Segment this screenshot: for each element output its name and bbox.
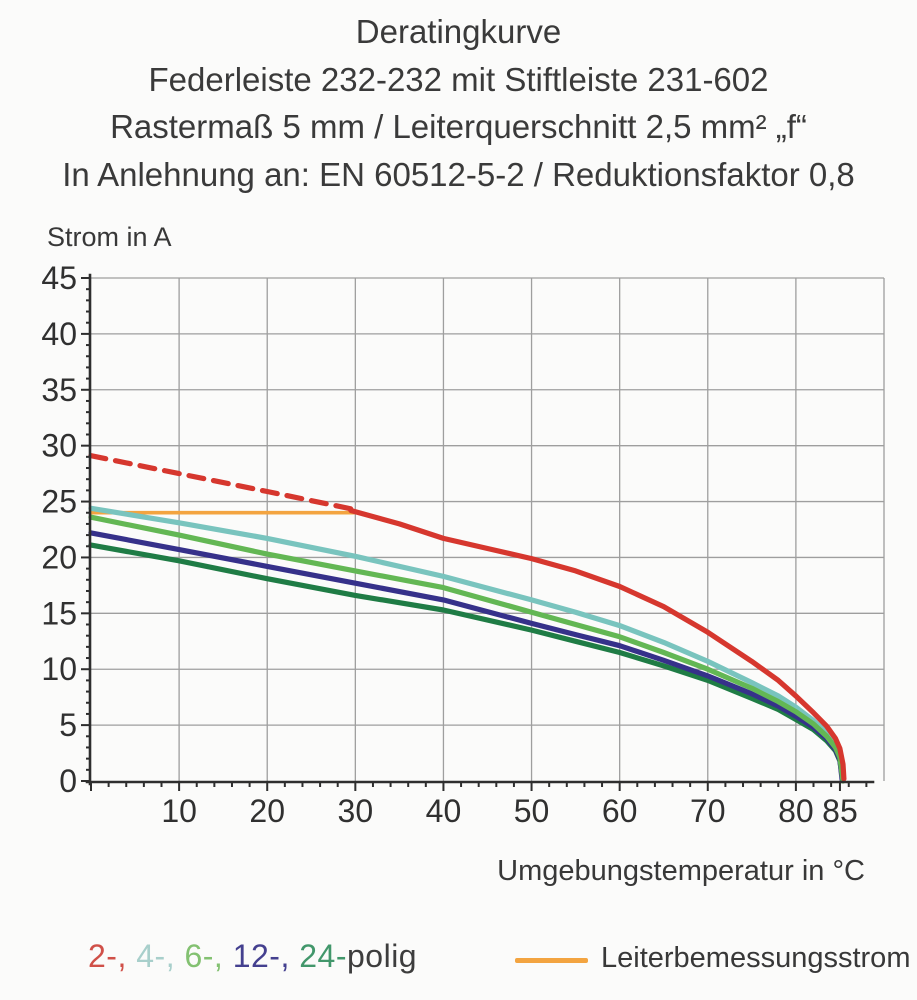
chart-title: Deratingkurve — [355, 13, 562, 50]
poles-legend-segment: 12-, — [223, 938, 290, 974]
x-tick-label: 50 — [514, 793, 550, 829]
rated-current-line-swatch — [515, 958, 588, 963]
y-axis-label: Strom in A — [47, 222, 172, 252]
y-tick-label: 35 — [41, 372, 77, 408]
y-tick-label: 20 — [41, 539, 77, 575]
chart-ticks — [81, 277, 868, 791]
chart-curves — [88, 453, 847, 784]
y-tick-label: 45 — [41, 260, 77, 296]
x-axis-label: Umgebungstemperatur in °C — [497, 855, 865, 887]
chart-axes — [85, 273, 875, 786]
poles-legend-segment: 4-, — [126, 938, 176, 974]
rated-current-label: Leiterbemessungsstrom — [601, 942, 911, 974]
series-2-polig — [88, 453, 354, 512]
chart-subtitle-3: In Anlehnung an: EN 60512-5-2 / Reduktio… — [62, 155, 855, 193]
y-tick-label: 40 — [41, 316, 77, 352]
chart-subtitle-2: Rastermaß 5 mm / Leiterquerschnitt 2,5 m… — [110, 108, 807, 145]
y-tick-label: 5 — [59, 707, 77, 743]
series-2-polig — [348, 507, 847, 782]
x-tick-label: 80 — [778, 793, 814, 829]
series-12-polig — [88, 530, 845, 783]
y-tick-label: 10 — [41, 651, 77, 687]
chart-tick-labels: 0 5 10 15 20 25 30 35 40 45 10 20 30 40 50 60 70 80 85 — [41, 260, 857, 829]
poles-legend-segment: 24- — [289, 938, 347, 974]
y-tick-label: 0 — [59, 763, 77, 799]
x-tick-label: 70 — [690, 793, 726, 829]
x-tick-label: 85 — [822, 793, 858, 829]
y-tick-label: 25 — [41, 484, 77, 520]
rated-current-legend: Leiterbemessungsstrom — [515, 942, 917, 975]
x-tick-label: 10 — [161, 793, 197, 829]
poles-legend-segment: 6-, — [175, 938, 224, 974]
x-tick-label: 20 — [249, 793, 285, 829]
x-tick-label: 40 — [426, 793, 462, 829]
chart-header: Deratingkurve Federleiste 232-232 mit St… — [0, 8, 917, 198]
x-tick-label: 30 — [338, 793, 374, 829]
chart-subtitle-1: Federleiste 232-232 mit Stiftleiste 231-… — [148, 60, 769, 98]
poles-legend-segment: polig — [346, 938, 418, 974]
y-tick-label: 30 — [41, 428, 77, 464]
y-tick-label: 15 — [41, 595, 77, 631]
poles-legend: 2-, 4-, 6-, 12-, 24-polig — [88, 938, 417, 975]
x-tick-label: 60 — [602, 793, 638, 829]
series-6-polig — [88, 514, 846, 784]
poles-legend-segment: 2-, — [88, 938, 127, 974]
